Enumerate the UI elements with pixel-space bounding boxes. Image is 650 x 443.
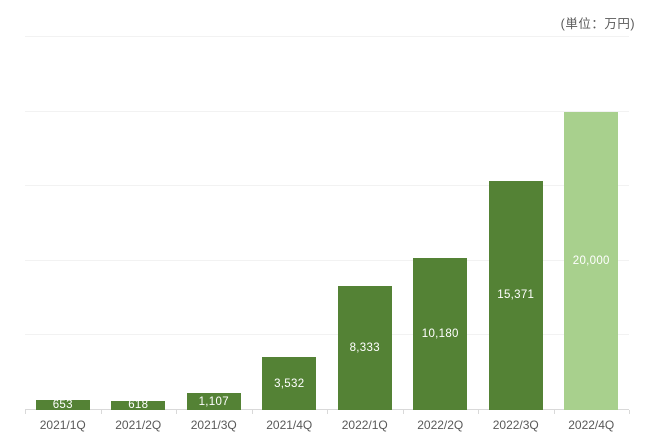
- axis-tick: [478, 410, 479, 414]
- unit-label: (単位：万円): [560, 17, 635, 31]
- axis-tick: [327, 410, 328, 414]
- bar-value-label: 8,333: [349, 341, 380, 354]
- bar-2021/4Q: 3,532: [262, 357, 317, 410]
- axis-tick: [25, 410, 26, 414]
- bar-value-label: 653: [52, 399, 73, 412]
- x-tick-label: 2021/1Q: [39, 418, 86, 432]
- x-tick-label: 2022/1Q: [341, 418, 388, 432]
- bar-value-label: 15,371: [497, 289, 535, 302]
- bar-value-label: 1,107: [198, 395, 229, 408]
- gridline: [25, 334, 629, 336]
- axis-tick: [101, 410, 102, 414]
- x-tick-label: 2022/3Q: [492, 418, 539, 432]
- gridline: [25, 36, 629, 37]
- bar-2022/4Q: 20,000: [564, 111, 619, 410]
- plot-area: 653 2021/1Q 618 2021/2Q 1,107 2021/3Q 3,532 202…: [25, 36, 630, 432]
- bar-value-label: 3,532: [274, 377, 305, 390]
- axis-tick: [176, 410, 177, 414]
- bar-2021/2Q: 618: [111, 399, 166, 412]
- bar-value-label: 618: [128, 399, 149, 412]
- gridline: [25, 110, 629, 112]
- x-tick-label: 2021/4Q: [266, 418, 313, 432]
- bar-value-label: 10,180: [421, 328, 459, 341]
- x-tick-label: 2021/3Q: [190, 418, 237, 432]
- axis-tick: [554, 410, 555, 414]
- axis-tick: [252, 410, 253, 414]
- x-tick-label: 2021/2Q: [115, 418, 162, 432]
- axis-tick: [629, 410, 630, 414]
- x-tick-label: 2022/4Q: [568, 418, 615, 432]
- x-axis-line: [25, 409, 629, 410]
- bar-value-label: 20,000: [572, 254, 610, 267]
- bar-2022/3Q: 15,371: [488, 180, 543, 410]
- bar-2021/1Q: 653: [35, 399, 90, 412]
- axis-tick: [403, 410, 404, 414]
- bar-2022/2Q: 10,180: [413, 258, 468, 410]
- bar-2022/1Q: 8,333: [337, 285, 392, 410]
- bar-2021/3Q: 1,107: [186, 393, 241, 410]
- gridline: [25, 185, 629, 187]
- x-tick-label: 2022/2Q: [417, 418, 464, 432]
- gridline: [25, 259, 629, 261]
